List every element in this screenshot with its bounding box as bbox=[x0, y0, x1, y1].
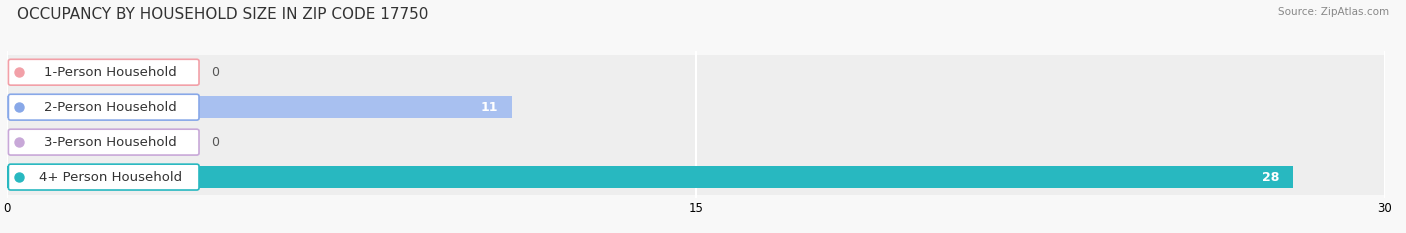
FancyBboxPatch shape bbox=[8, 94, 200, 120]
Text: 2-Person Household: 2-Person Household bbox=[44, 101, 177, 114]
Bar bbox=[7, 90, 1385, 125]
Text: 3-Person Household: 3-Person Household bbox=[44, 136, 177, 149]
Text: OCCUPANCY BY HOUSEHOLD SIZE IN ZIP CODE 17750: OCCUPANCY BY HOUSEHOLD SIZE IN ZIP CODE … bbox=[17, 7, 429, 22]
Text: 1-Person Household: 1-Person Household bbox=[44, 66, 177, 79]
Text: Source: ZipAtlas.com: Source: ZipAtlas.com bbox=[1278, 7, 1389, 17]
Text: 11: 11 bbox=[481, 101, 499, 114]
Text: 0: 0 bbox=[211, 66, 219, 79]
Text: 28: 28 bbox=[1263, 171, 1279, 184]
FancyBboxPatch shape bbox=[8, 129, 200, 155]
Text: 4+ Person Household: 4+ Person Household bbox=[39, 171, 183, 184]
FancyBboxPatch shape bbox=[8, 59, 200, 85]
Bar bbox=[7, 125, 1385, 160]
Bar bbox=[7, 166, 1294, 188]
Bar bbox=[7, 55, 1385, 90]
Bar bbox=[7, 96, 512, 118]
Text: 0: 0 bbox=[211, 136, 219, 149]
Bar bbox=[7, 160, 1385, 195]
FancyBboxPatch shape bbox=[8, 164, 200, 190]
